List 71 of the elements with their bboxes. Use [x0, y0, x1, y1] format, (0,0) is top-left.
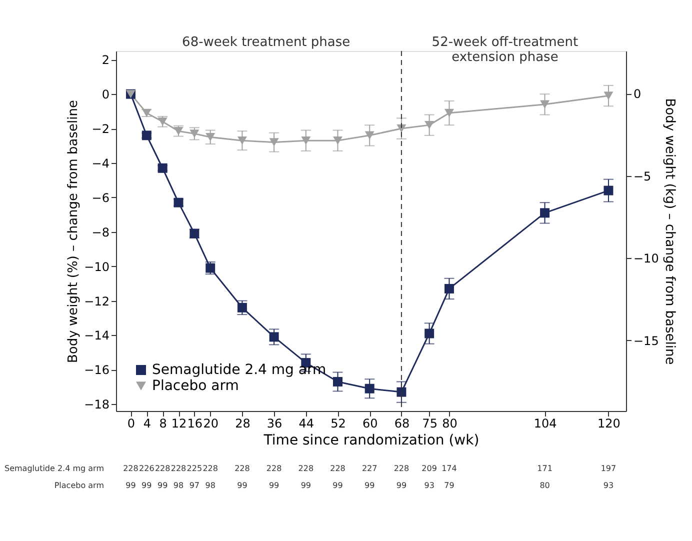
- text: 197: [600, 464, 616, 473]
- y2-axis-title: Body weight (kg) – change from baseline: [662, 98, 677, 365]
- text: 228: [266, 464, 282, 473]
- text: 97: [189, 481, 200, 490]
- text: 99: [126, 481, 136, 490]
- y2-tick-label: 0: [634, 87, 642, 102]
- x-tick-label: 80: [442, 416, 458, 430]
- text: 98: [205, 481, 216, 490]
- text: 80: [540, 481, 550, 490]
- text: 93: [424, 481, 434, 490]
- text: 99: [396, 481, 407, 490]
- x-tick-label: 12: [171, 416, 187, 430]
- x-tick-label: 4: [143, 416, 151, 430]
- x-tick-label: 120: [598, 416, 620, 430]
- y-tick-label: 0: [102, 88, 110, 102]
- text: 99: [332, 481, 343, 490]
- x-tick-label: 8: [159, 416, 167, 430]
- text: 68-week treatment phase: [182, 35, 350, 50]
- text: 99: [268, 481, 280, 490]
- text: 99: [364, 481, 375, 490]
- text: 228: [202, 464, 218, 473]
- text: 228: [170, 464, 186, 473]
- legend-label: Placebo arm: [152, 378, 239, 394]
- text: Semaglutide 2.4 mg arm: [4, 464, 104, 473]
- text: 99: [157, 481, 168, 490]
- x-tick-label: 68: [394, 416, 410, 430]
- y-tick-label: −14: [84, 328, 110, 343]
- text: 228: [298, 464, 314, 473]
- y-tick-label: −10: [84, 260, 110, 274]
- y2-tick-label: −15: [634, 334, 659, 348]
- text: 79: [444, 481, 454, 490]
- text: 98: [173, 481, 184, 490]
- x-tick-label: 75: [422, 416, 438, 430]
- y-tick-label: −12: [84, 294, 110, 308]
- text: 99: [300, 481, 311, 490]
- annotation: 52-week off-treatment extension phase: [432, 35, 578, 65]
- text: 225: [186, 464, 202, 473]
- text: 93: [603, 481, 614, 490]
- y-tick-label: −4: [92, 156, 110, 170]
- text: 228: [330, 464, 346, 473]
- text: 228: [234, 464, 250, 473]
- y-tick-label: −16: [84, 363, 110, 378]
- x-tick-label: 20: [203, 416, 218, 430]
- x-tick-label: 16: [187, 416, 203, 430]
- text: 228: [394, 464, 410, 473]
- y-axis-title: Body weight (%) – change from baseline: [66, 100, 82, 363]
- text: 228: [154, 464, 170, 473]
- text: Placebo arm: [54, 481, 104, 490]
- text: 99: [142, 481, 152, 490]
- text: 226: [139, 464, 154, 473]
- text: 227: [362, 464, 378, 473]
- y-tick-label: 2: [102, 53, 110, 68]
- y-tick-label: −8: [92, 225, 110, 240]
- x-tick-label: 52: [330, 416, 346, 430]
- y2-tick-label: −10: [634, 252, 659, 266]
- x-tick-label: 104: [534, 416, 557, 430]
- x-tick-label: 28: [235, 416, 250, 430]
- x-tick-label: 44: [298, 416, 314, 430]
- text: 174: [442, 464, 457, 473]
- text: 209: [422, 464, 437, 473]
- x-axis-title: Time since randomization (wk): [262, 432, 480, 448]
- y-tick-label: −6: [92, 190, 110, 205]
- y-tick-label: −2: [92, 122, 110, 136]
- text: 228: [123, 464, 138, 473]
- text: 171: [537, 464, 552, 473]
- text: 99: [237, 481, 248, 490]
- y2-tick-label: −5: [634, 169, 652, 184]
- y-tick-label: −18: [84, 398, 110, 412]
- x-tick-label: 36: [266, 416, 282, 430]
- x-tick-label: 0: [127, 416, 136, 430]
- x-tick-label: 60: [362, 416, 378, 430]
